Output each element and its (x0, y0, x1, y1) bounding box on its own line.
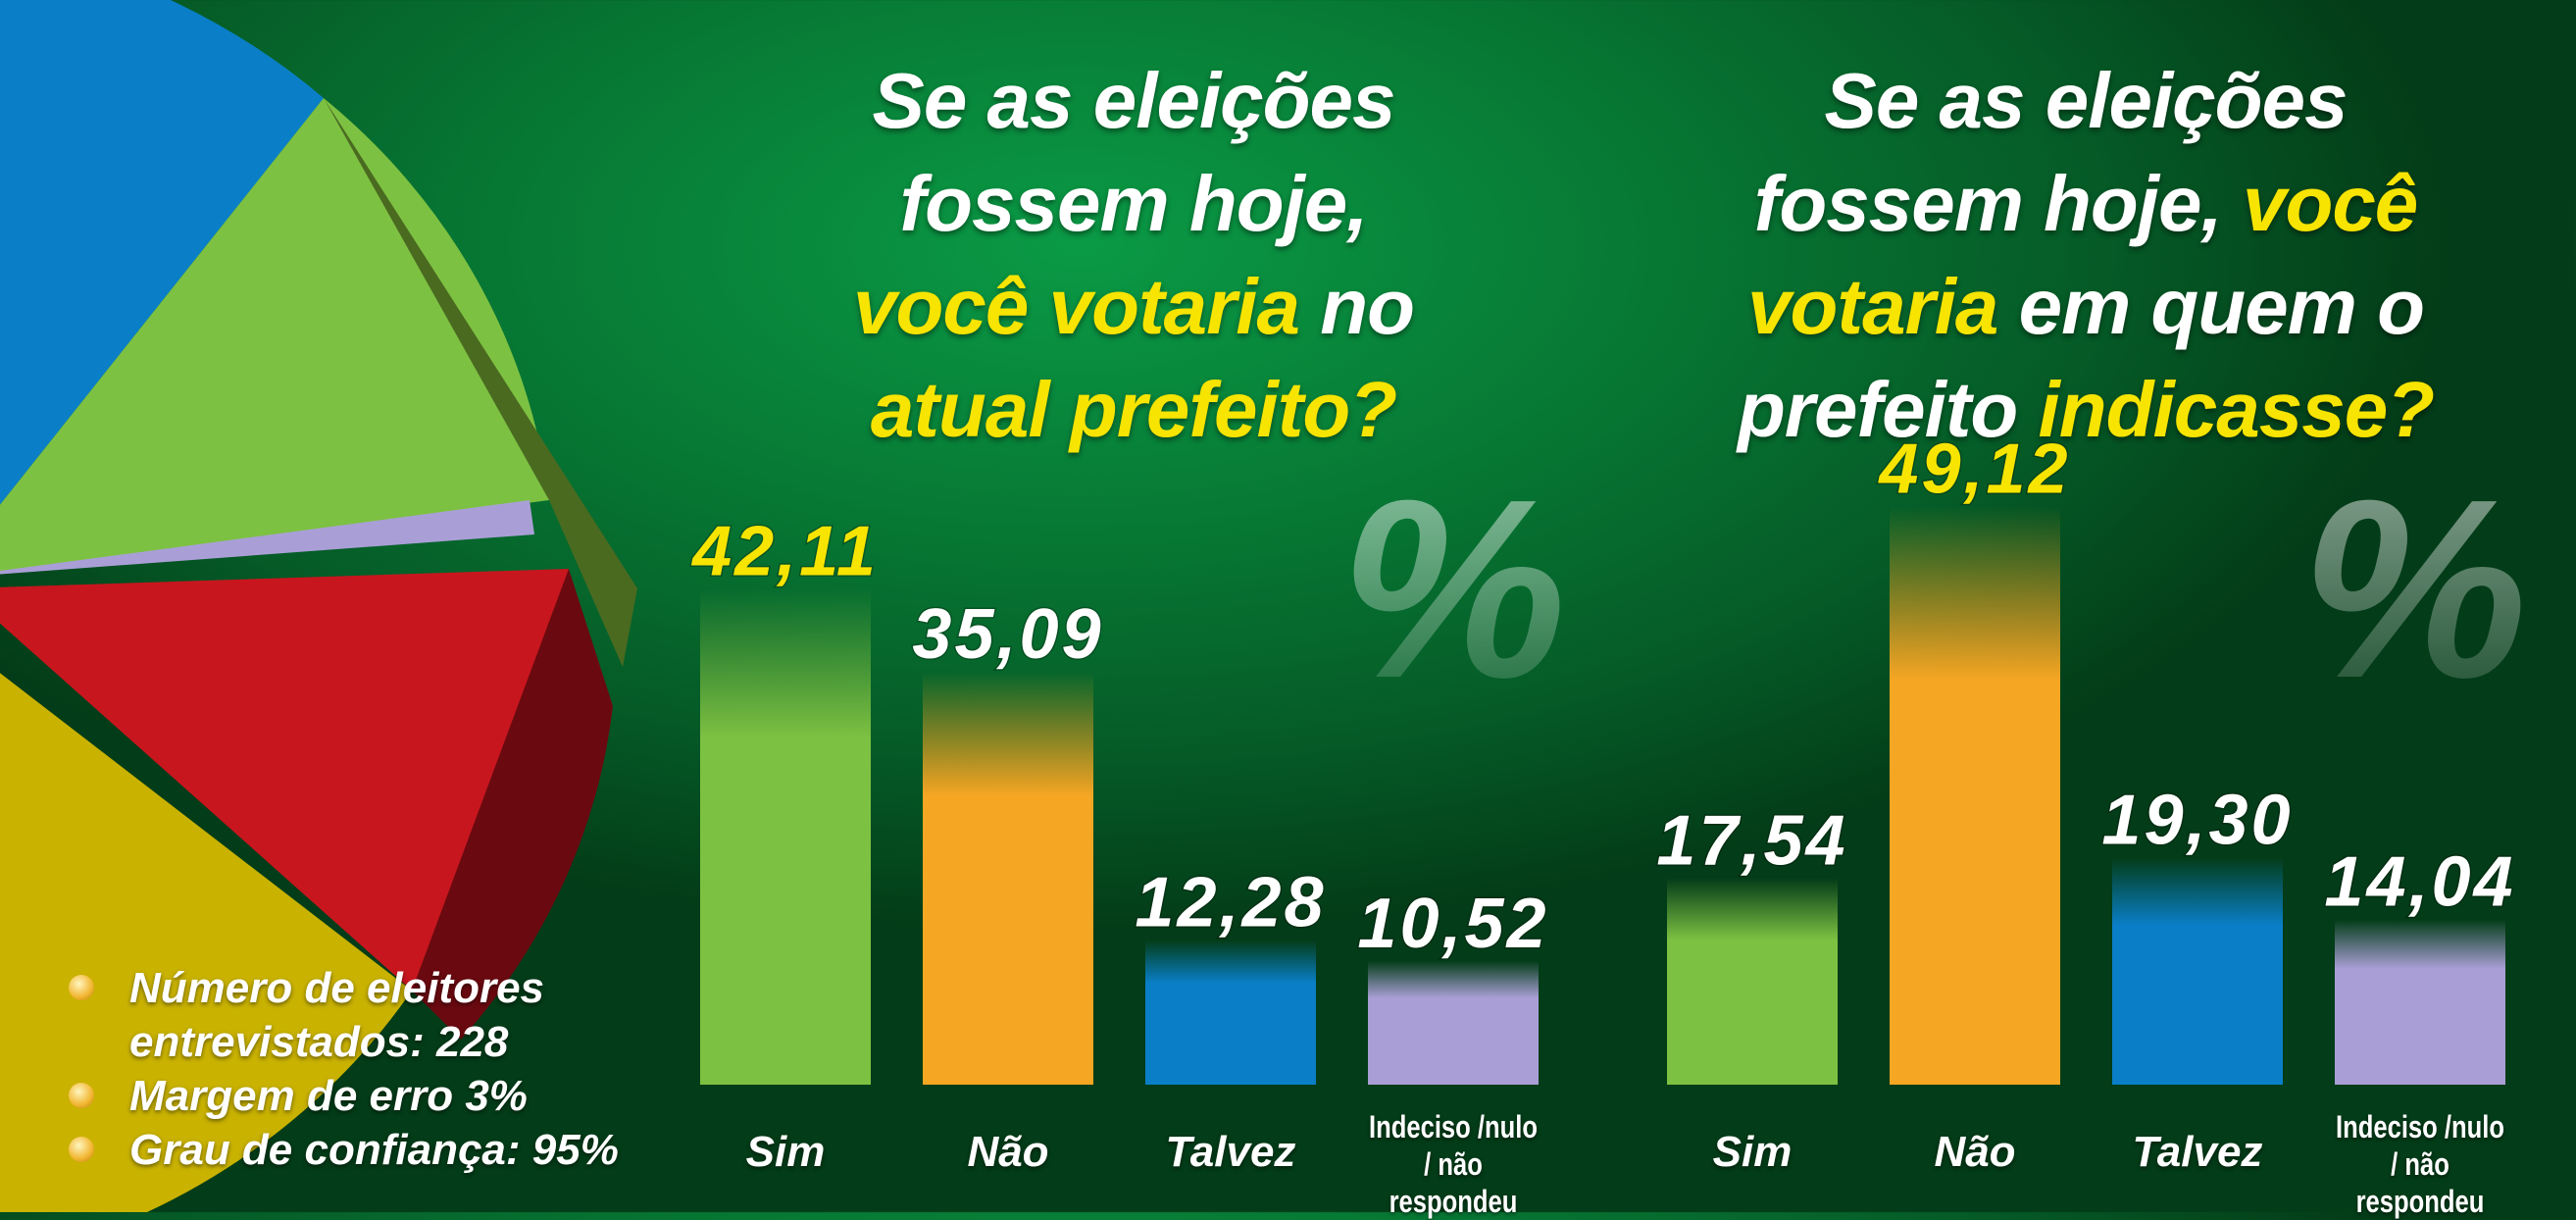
title-line: Se as eleições (1595, 49, 2576, 152)
pie-slice (0, 569, 570, 991)
value-label: 10,52 (1357, 885, 1548, 963)
bar (2335, 919, 2505, 1085)
bar (700, 588, 871, 1085)
value-label: 49,12 (1877, 431, 2070, 509)
pie-slice (0, 673, 412, 1212)
decorative-pie (0, 0, 637, 1212)
value-label: 19,30 (2101, 781, 2293, 859)
pie-side (324, 98, 637, 667)
title-line: prefeito indicasse? (1595, 358, 2576, 461)
value-label: 17,54 (1656, 802, 1847, 881)
title-line: atual prefeito? (643, 358, 1624, 461)
bar (1890, 506, 2060, 1085)
unit-symbol: % (2300, 447, 2527, 732)
value-label: 14,04 (2324, 843, 2515, 922)
value-label: 35,09 (912, 595, 1103, 674)
bar (1145, 940, 1316, 1085)
notes: Número de eleitores entrevistados: 228 Ma… (69, 961, 637, 1177)
note: Grau de confiança: 95% (69, 1123, 637, 1177)
title-line: Se as eleições (643, 49, 1624, 152)
title-segment: Se as eleições (872, 57, 1395, 144)
title-segment: indicasse? (2038, 366, 2436, 453)
value-label: 12,28 (1135, 864, 1326, 942)
bar (2112, 857, 2283, 1085)
category-label: Indeciso /nulo / não respondeu (1368, 1109, 1539, 1219)
title-segment: prefeito (1737, 366, 2039, 453)
category-label: Não (1934, 1128, 2016, 1176)
title-line: fossem hoje, você (1595, 152, 2576, 255)
pie-side (412, 569, 613, 1040)
title-segment: votaria (1747, 263, 1998, 350)
chart-title: Se as eleições fossem hoje, você votaria e… (1595, 49, 2576, 461)
pie-slice (0, 0, 324, 505)
chart-title: Se as eleições fossem hoje, você votaria n… (643, 49, 1624, 461)
title-segment: Se as eleições (1824, 57, 2348, 144)
bar (923, 671, 1093, 1085)
category-label: Talvez (2132, 1128, 2263, 1176)
category-label: Talvez (1165, 1128, 1296, 1176)
pie-slice (0, 98, 549, 572)
title-line: votaria em quem o (1595, 255, 2576, 358)
title-segment: você votaria (853, 263, 1300, 350)
category-label: Indeciso /nulo / não respondeu (2335, 1109, 2505, 1219)
category-label: Não (967, 1128, 1049, 1176)
title-segment: atual prefeito? (870, 366, 1397, 453)
bar (1368, 960, 1539, 1085)
title-segment: você (2242, 160, 2418, 247)
title-segment: no (1298, 263, 1415, 350)
pie-slice (0, 500, 534, 575)
title-segment: fossem hoje, (1753, 160, 2243, 247)
unit-symbol: % (1339, 447, 1566, 732)
bar (1667, 878, 1838, 1085)
title-line: você votaria no (643, 255, 1624, 358)
note: Margem de erro 3% (69, 1069, 637, 1123)
category-label: Sim (1712, 1128, 1793, 1176)
title-line: fossem hoje, (643, 152, 1624, 255)
value-label: 42,11 (690, 513, 879, 591)
title-segment: fossem hoje, (899, 160, 1368, 247)
note: Número de eleitores entrevistados: 228 (69, 961, 637, 1069)
category-label: Sim (745, 1128, 826, 1176)
title-segment: em quem o (1997, 263, 2425, 350)
